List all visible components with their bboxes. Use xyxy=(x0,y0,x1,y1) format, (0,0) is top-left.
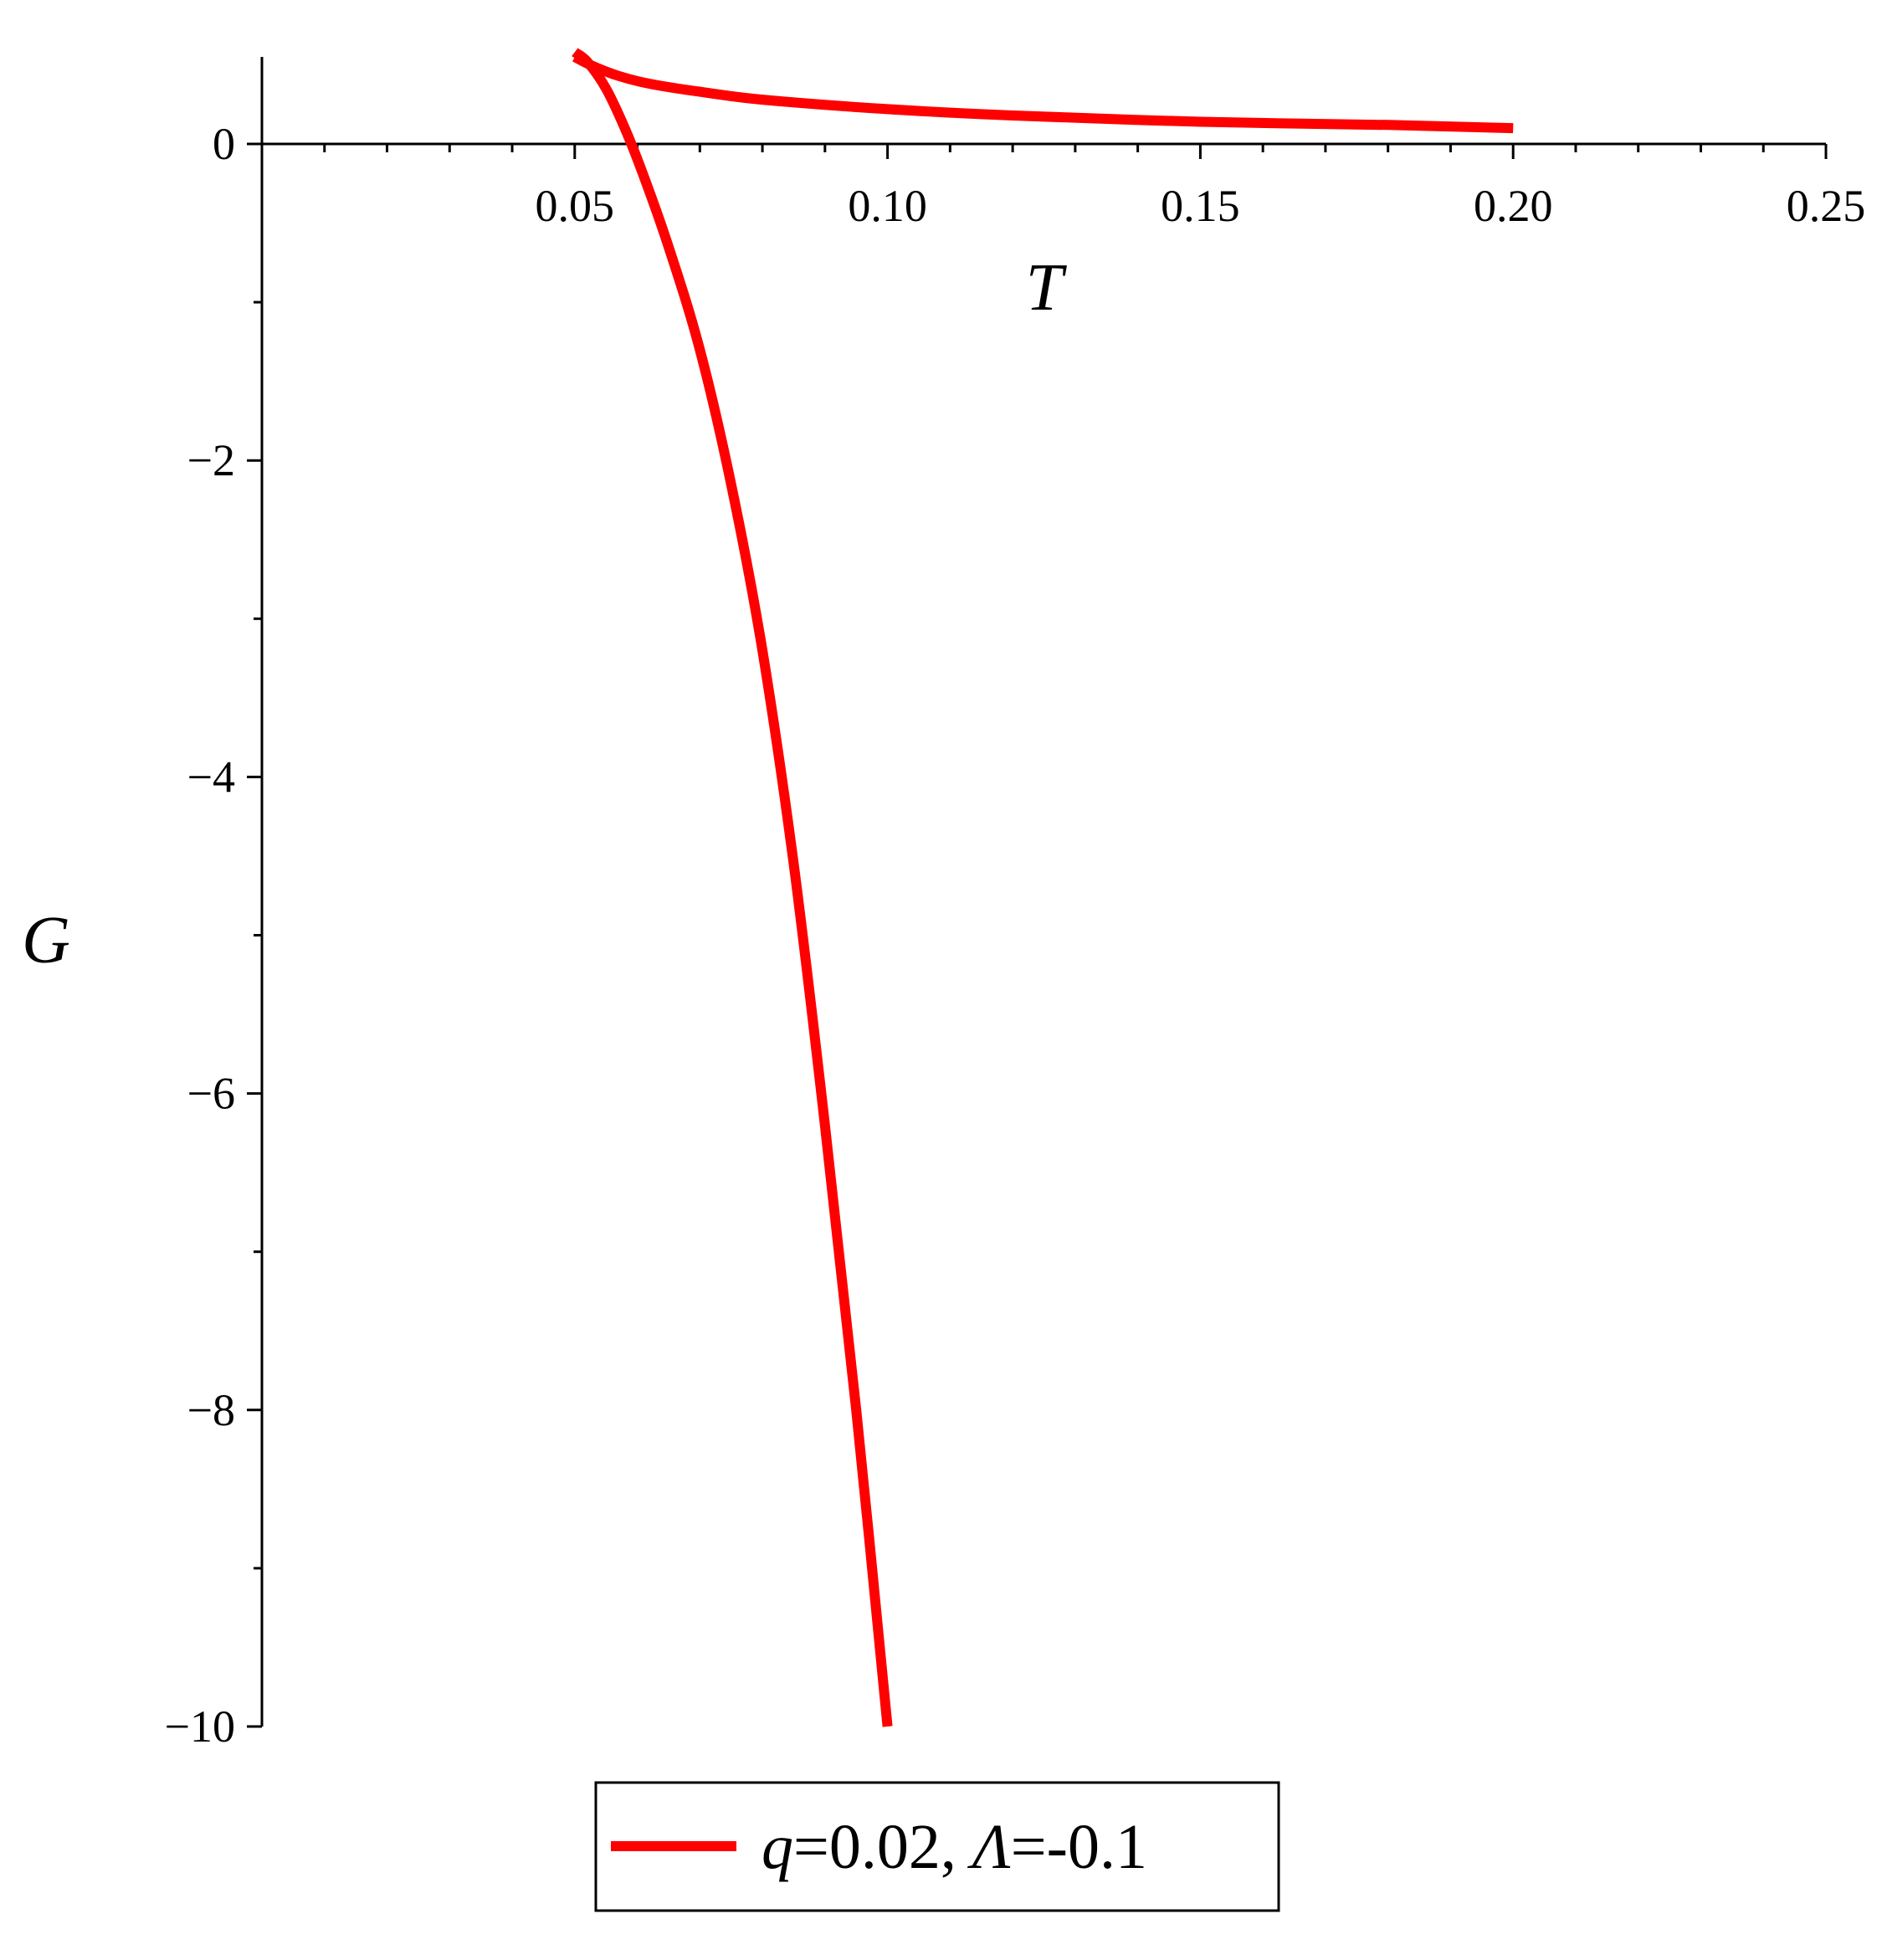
series-line-branch-1 xyxy=(572,52,1514,134)
x-tick-label: 0.20 xyxy=(1474,181,1553,231)
legend: q=0.02, Λ=-0.1 xyxy=(594,1781,1280,1912)
y-tick-label: −10 xyxy=(165,1701,235,1752)
y-axis-label: G xyxy=(22,904,70,977)
x-tick-label: 0.25 xyxy=(1787,181,1866,231)
y-tick-label: −4 xyxy=(187,752,235,802)
x-tick-label: 0.10 xyxy=(848,181,927,231)
x-tick-label: 0.05 xyxy=(536,181,615,231)
y-tick-label: −2 xyxy=(187,435,235,485)
plot-area xyxy=(572,48,1514,1727)
y-tick-label: 0 xyxy=(213,119,235,169)
y-tick-label: −6 xyxy=(187,1069,235,1119)
series-line-branch-2 xyxy=(572,48,893,1727)
x-tick-label: 0.15 xyxy=(1161,181,1240,231)
y-tick-label: −8 xyxy=(187,1385,235,1435)
legend-label: q=0.02, Λ=-0.1 xyxy=(762,1812,1147,1882)
axes: 0.05 0.10 0.15 0.20 0.25 0 −2 −4 −6 −8 −10 xyxy=(165,57,1866,1752)
x-axis-label: T xyxy=(1026,251,1068,325)
